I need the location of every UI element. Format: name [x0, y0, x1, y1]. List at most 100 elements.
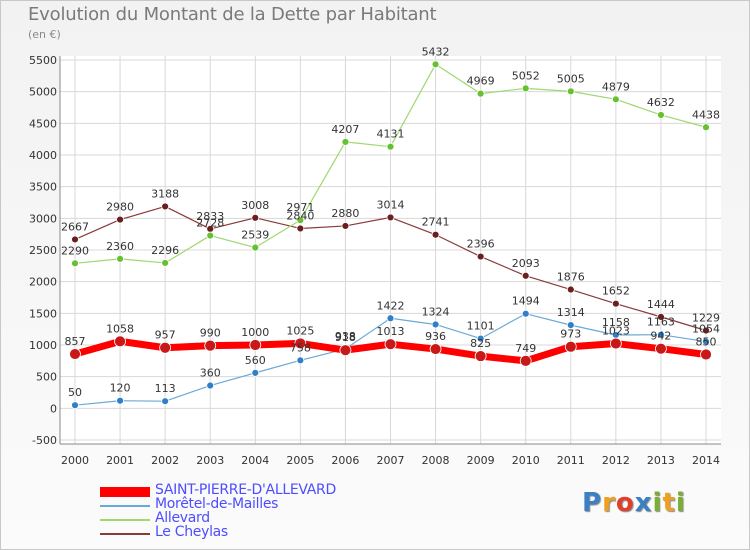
data-label: 1023 [602, 325, 630, 338]
data-point [204, 339, 217, 352]
data-label: 918 [335, 331, 356, 344]
data-point [521, 84, 530, 93]
data-point [71, 235, 79, 244]
data-point [116, 254, 124, 263]
data-label: 1494 [512, 295, 540, 308]
data-label: 1444 [647, 298, 675, 311]
data-point [206, 231, 215, 240]
legend-label: SAINT-PIERRE-D'ALLEVARD [155, 482, 336, 498]
data-label: 825 [470, 337, 491, 350]
data-label: 560 [245, 354, 266, 367]
chart-title: Evolution du Montant de la Dette par Hab… [28, 4, 437, 25]
x-tick-label: 2005 [286, 454, 314, 467]
data-label: 2980 [106, 201, 134, 214]
data-label: 758 [290, 341, 311, 354]
data-label: 1058 [106, 322, 134, 335]
data-label: 4131 [377, 128, 405, 141]
data-point [341, 137, 350, 146]
data-point [339, 344, 352, 357]
x-tick-label: 2012 [602, 454, 630, 467]
data-point [611, 95, 620, 104]
x-tick-label: 2011 [557, 454, 585, 467]
data-label: 2360 [106, 240, 134, 253]
legend-swatch [100, 519, 150, 521]
data-point [384, 338, 397, 351]
data-point [431, 230, 440, 239]
data-label: 857 [65, 335, 86, 348]
y-tick-label: 5000 [29, 86, 57, 99]
data-point [700, 348, 712, 361]
unit-label: (en €) [28, 28, 61, 41]
logo-letter: x [634, 488, 653, 518]
data-point [161, 259, 170, 267]
data-point [564, 340, 577, 353]
logo-letter: t [662, 488, 676, 518]
data-point [657, 111, 665, 119]
data-label: 936 [425, 330, 446, 343]
data-point [566, 321, 575, 330]
legend-swatch [100, 505, 150, 507]
data-label: 2880 [331, 207, 359, 220]
data-point [521, 309, 530, 318]
data-label: 973 [560, 328, 581, 341]
data-point [521, 271, 530, 280]
logo-letter: r [602, 488, 616, 518]
data-point [476, 334, 485, 343]
x-tick-label: 2002 [151, 454, 179, 467]
data-point [657, 312, 665, 321]
data-point [702, 337, 710, 346]
data-label: 113 [155, 382, 176, 395]
data-label: 4632 [647, 96, 675, 109]
legend-item: Le Cheylas [100, 524, 400, 542]
legend-swatch [100, 487, 150, 497]
data-label: 5432 [422, 45, 450, 58]
data-label: 5005 [557, 72, 585, 85]
x-tick-label: 2014 [692, 454, 720, 467]
data-label: 1101 [467, 320, 495, 333]
y-tick-label: 3500 [29, 181, 57, 194]
data-label: 942 [650, 330, 671, 343]
legend-label: Allevard [155, 510, 210, 526]
data-point [71, 401, 79, 410]
legend-item: Morêtel-de-Mailles [100, 496, 400, 514]
data-label: 360 [200, 367, 221, 380]
data-point [655, 342, 667, 355]
logo-letter: i [675, 488, 686, 518]
data-label: 2667 [61, 220, 89, 233]
data-label: 3008 [241, 199, 269, 212]
y-tick-label: 500 [36, 371, 57, 384]
x-tick-label: 2007 [377, 454, 405, 467]
data-point [114, 335, 126, 348]
data-point [116, 215, 124, 224]
data-point [566, 87, 575, 96]
data-label: 1876 [557, 271, 585, 284]
data-label: 957 [155, 329, 176, 342]
data-point [296, 216, 305, 225]
y-tick-label: 4500 [29, 117, 57, 130]
legend-label: Le Cheylas [155, 524, 228, 540]
y-tick-label: 1000 [29, 339, 57, 352]
data-point [71, 259, 79, 268]
data-label: 1422 [377, 299, 405, 312]
data-point [341, 222, 350, 230]
data-point [431, 320, 440, 329]
x-tick-label: 2008 [422, 454, 450, 467]
data-label: 4438 [692, 108, 720, 121]
y-tick-label: -500 [32, 434, 57, 447]
data-label: 120 [110, 382, 131, 395]
x-tick-label: 2013 [647, 454, 675, 467]
data-point [386, 213, 395, 222]
data-label: 5052 [512, 69, 540, 82]
y-tick-label: 1500 [29, 307, 57, 320]
legend-item: SAINT-PIERRE-D'ALLEVARD [100, 482, 400, 500]
data-point [702, 123, 710, 132]
y-tick-label: 2500 [29, 244, 57, 257]
data-point [294, 337, 307, 350]
y-tick-label: 0 [50, 402, 57, 415]
data-label: 4969 [467, 75, 495, 88]
y-tick-label: 5500 [29, 54, 57, 67]
data-label: 990 [200, 327, 221, 340]
data-point [429, 343, 442, 355]
data-point [296, 224, 305, 233]
data-point [69, 348, 81, 360]
